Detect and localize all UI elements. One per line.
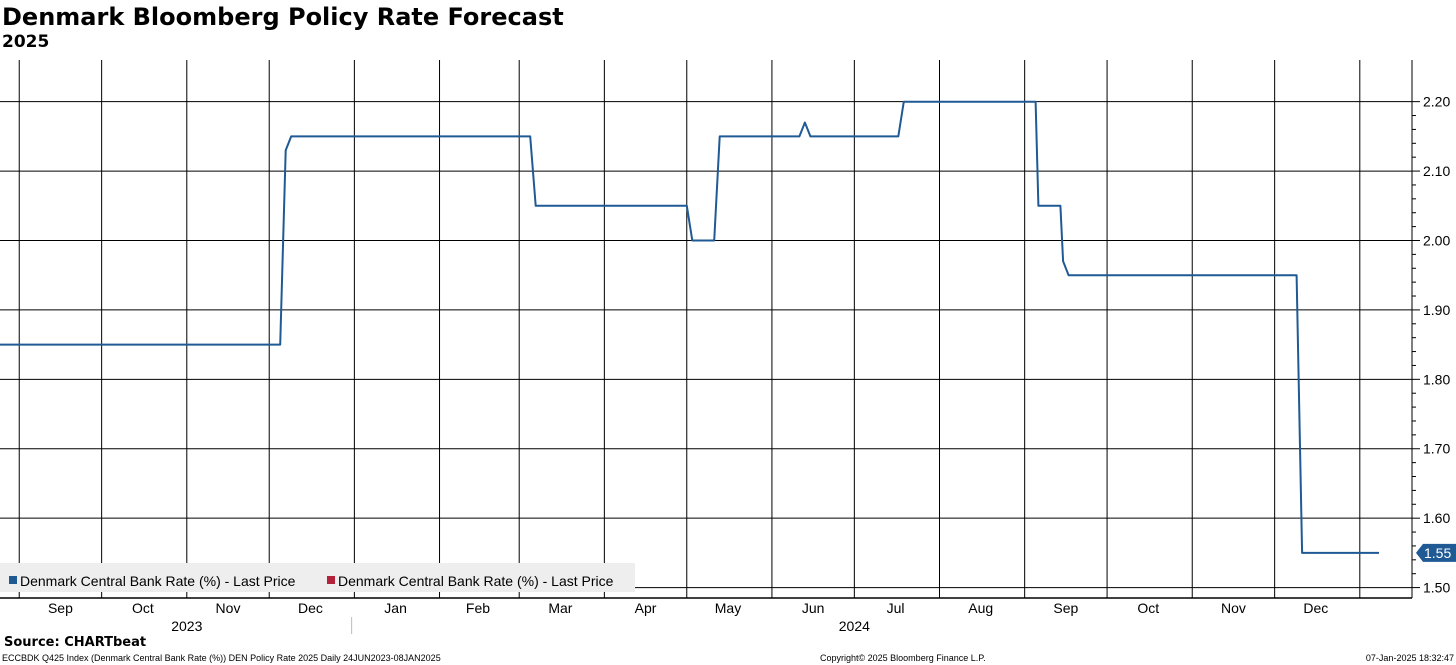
last-value-label: 1.55 bbox=[1424, 545, 1451, 561]
x-month-label: Nov bbox=[1221, 600, 1246, 616]
legend-entry: Denmark Central Bank Rate (%) - Last Pri… bbox=[338, 573, 614, 589]
footer-timestamp: 07-Jan-2025 18:32:47 bbox=[1365, 653, 1454, 663]
x-month-label: Mar bbox=[548, 600, 572, 616]
x-month-label: Dec bbox=[298, 600, 323, 616]
x-month-label: Apr bbox=[635, 600, 657, 616]
chart-legend: Denmark Central Bank Rate (%) - Last Pri… bbox=[0, 563, 635, 592]
legend-entry: Denmark Central Bank Rate (%) - Last Pri… bbox=[20, 573, 296, 589]
x-month-label: Sep bbox=[48, 600, 73, 616]
legend-swatch bbox=[9, 576, 17, 584]
x-month-label: Jul bbox=[887, 600, 905, 616]
chart-axes bbox=[0, 60, 1420, 634]
x-month-label: Feb bbox=[466, 600, 490, 616]
chart-title: Denmark Bloomberg Policy Rate Forecast bbox=[2, 3, 564, 31]
x-month-label: Oct bbox=[132, 600, 154, 616]
x-month-label: Dec bbox=[1303, 600, 1328, 616]
x-month-label: Oct bbox=[1137, 600, 1159, 616]
legend-swatch bbox=[327, 576, 335, 584]
y-tick-label: 1.50 bbox=[1423, 580, 1450, 596]
chart-series bbox=[0, 100, 1379, 554]
y-tick-label: 1.80 bbox=[1423, 371, 1450, 387]
x-month-label: Aug bbox=[968, 600, 993, 616]
chart-grid bbox=[0, 60, 1412, 598]
legend-background bbox=[0, 563, 635, 592]
series-line bbox=[0, 100, 1379, 554]
y-tick-label: 1.60 bbox=[1423, 510, 1450, 526]
footer-index-description: ECCBDK Q425 Index (Denmark Central Bank … bbox=[2, 653, 441, 663]
last-value-tag bbox=[1416, 543, 1456, 562]
x-month-label: Nov bbox=[216, 600, 241, 616]
y-tick-label: 1.90 bbox=[1423, 302, 1450, 318]
x-month-label: Sep bbox=[1053, 600, 1078, 616]
y-tick-label: 2.20 bbox=[1423, 94, 1450, 110]
chart-axis-labels: 1.50 1.60 1.70 1.80 1.90 2.00 2.10 2.20 1.55 Sep O… bbox=[48, 94, 1456, 634]
footer-copyright: Copyright© 2025 Bloomberg Finance L.P. bbox=[820, 653, 986, 663]
source-note: Source: CHARTbeat bbox=[4, 635, 147, 650]
y-tick-label: 2.00 bbox=[1423, 232, 1450, 248]
x-month-label: Jun bbox=[802, 600, 825, 616]
x-month-label: Jan bbox=[384, 600, 407, 616]
y-tick-label: 2.10 bbox=[1423, 163, 1450, 179]
x-year-label: 2024 bbox=[839, 618, 870, 634]
x-year-label: 2023 bbox=[171, 618, 202, 634]
chart-subtitle: 2025 bbox=[2, 32, 50, 52]
y-tick-label: 1.70 bbox=[1423, 441, 1450, 457]
x-month-label: May bbox=[715, 600, 741, 616]
